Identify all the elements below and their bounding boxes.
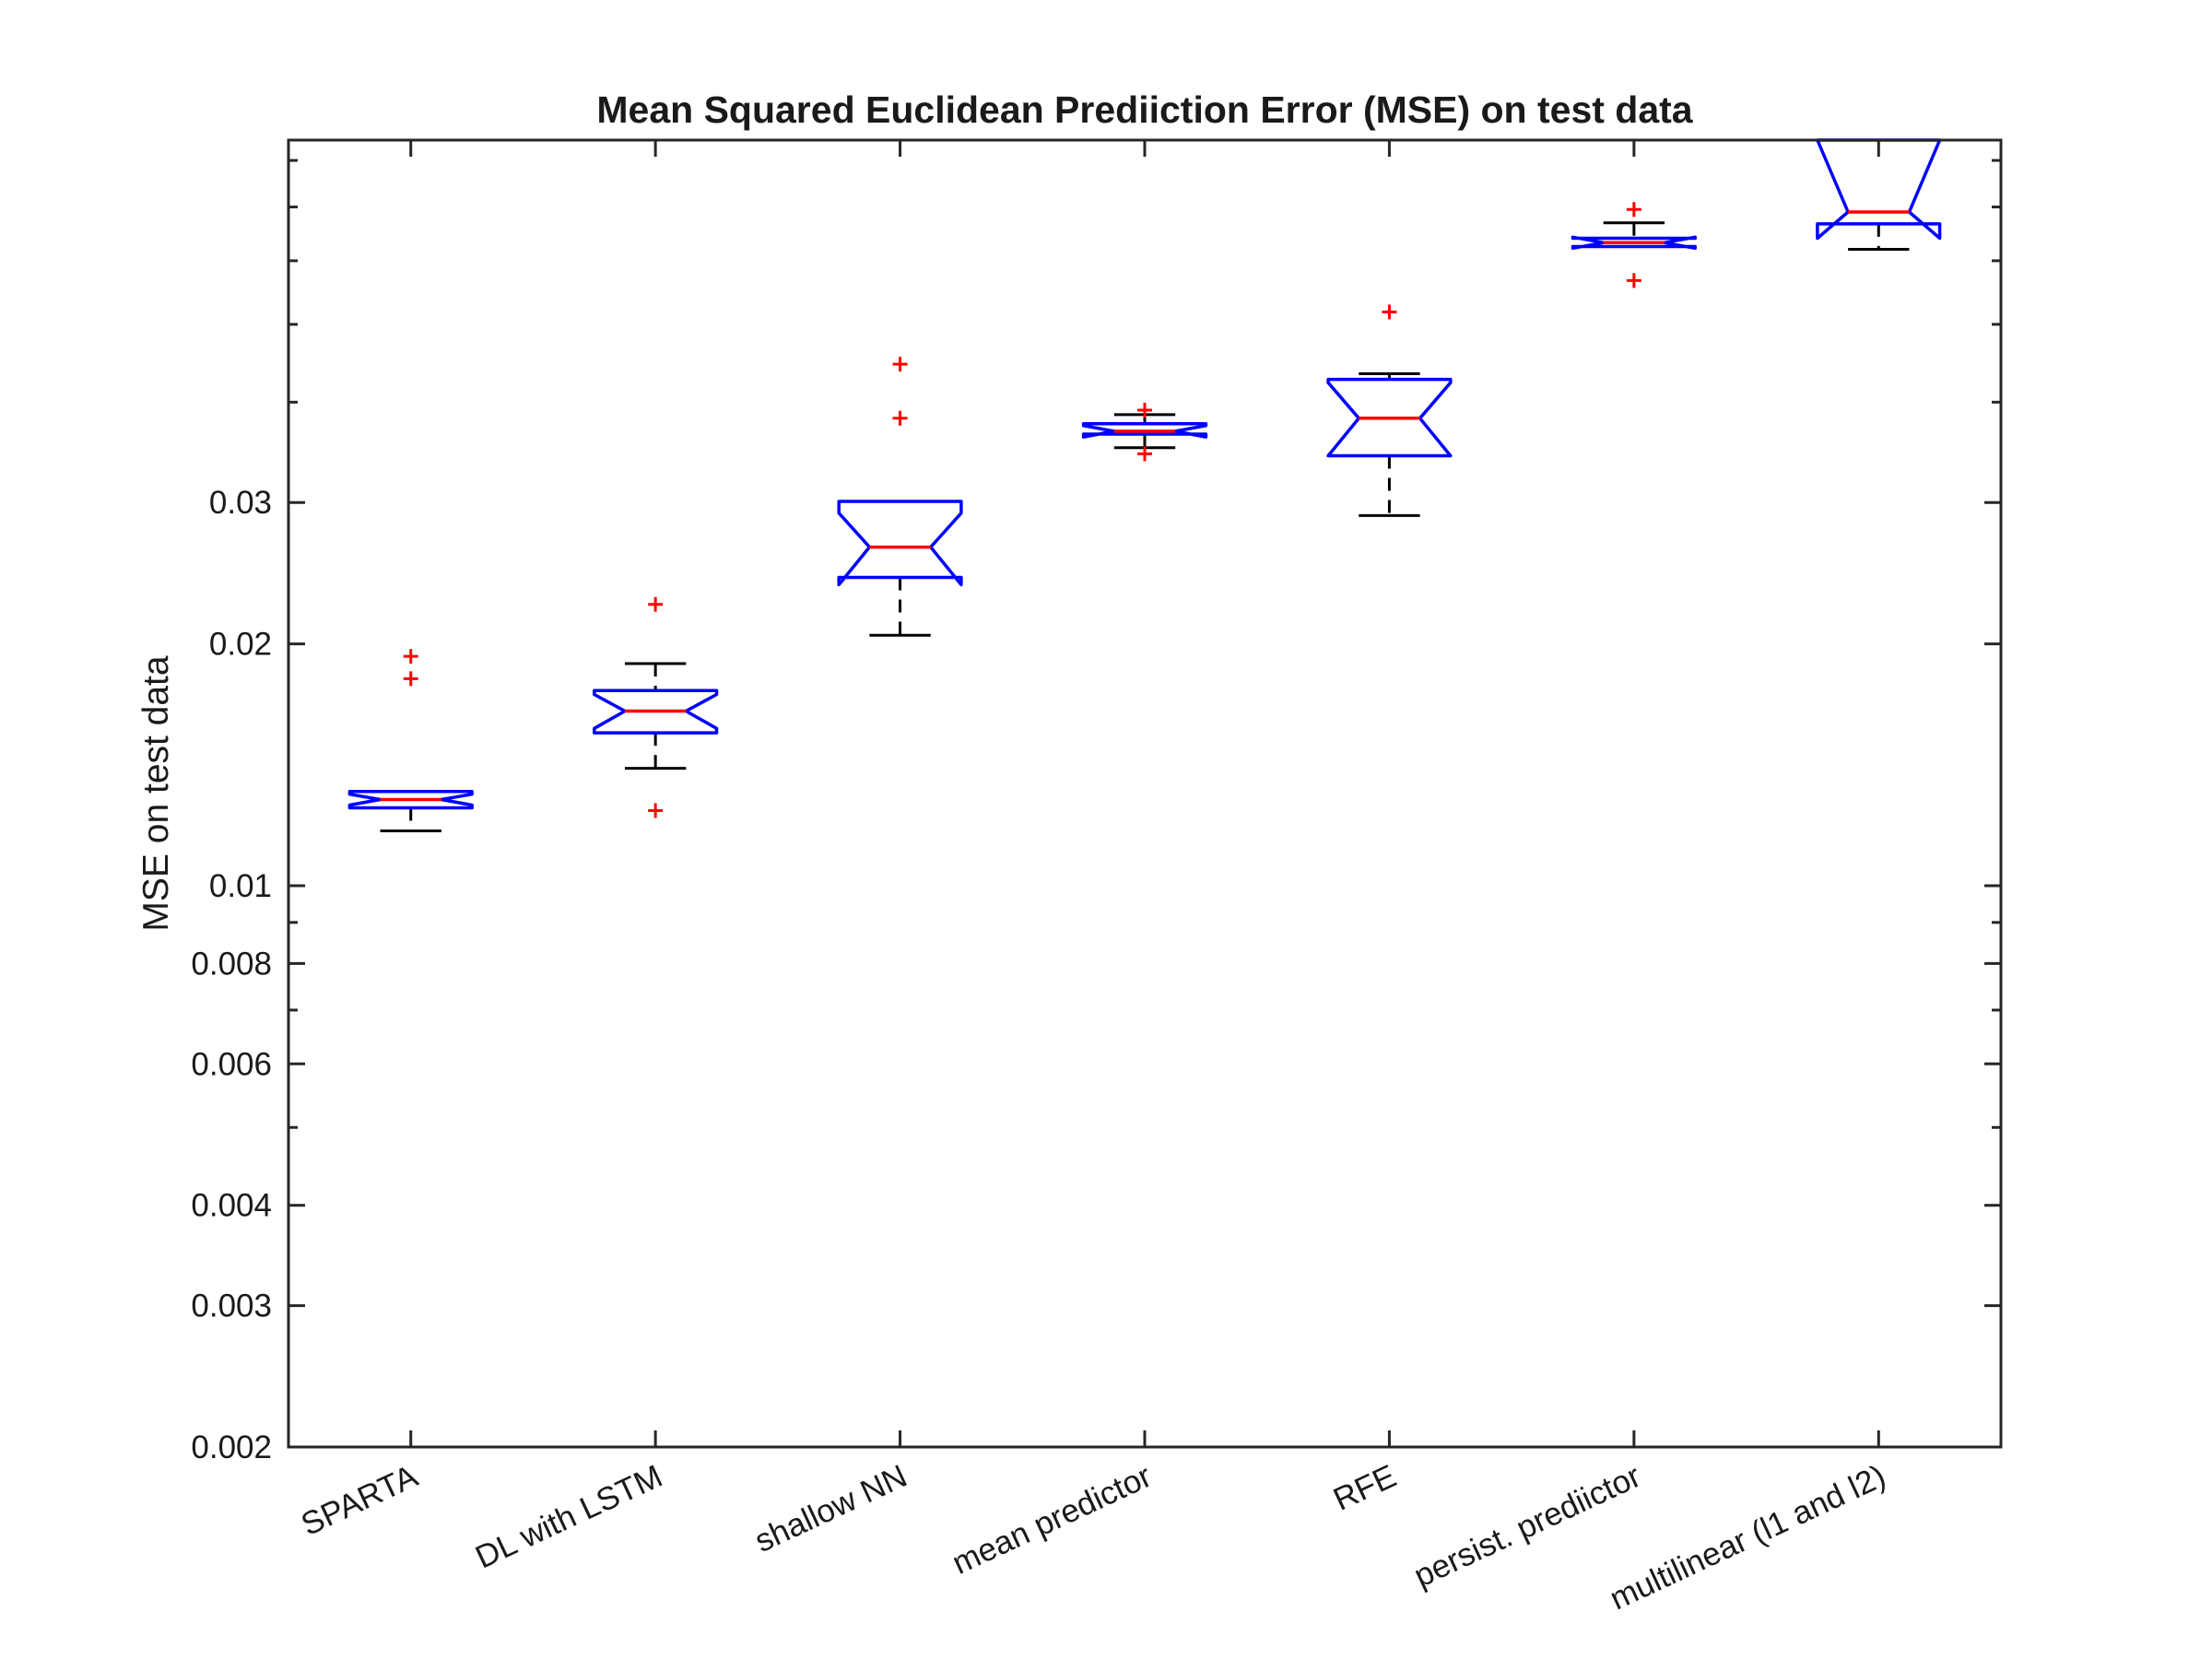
notched-box (1816, 138, 1942, 241)
notched-box (593, 688, 719, 735)
notched-box (347, 790, 474, 810)
x-tick-label: shallow NN (749, 1458, 912, 1559)
notched-box (837, 500, 963, 587)
x-tick-label: multilinear (l1 and l2) (1605, 1458, 1891, 1618)
y-tick-label: 0.006 (191, 1046, 272, 1082)
y-tick-label: 0.004 (191, 1188, 272, 1224)
outlier-point (403, 649, 418, 665)
outlier-point (648, 803, 664, 818)
box-group (837, 357, 963, 637)
y-axis-label: MSE on test data (136, 655, 176, 931)
y-axis: 0.002 0.003 0.004 0.006 0.008 0.01 0.02 0.03 (191, 159, 2001, 1465)
box-group (347, 649, 474, 833)
y-tick-label: 0.003 (191, 1288, 272, 1324)
notched-box (1326, 377, 1453, 458)
outlier-point (648, 596, 664, 612)
x-tick-label: SPARTA (296, 1458, 424, 1543)
outlier-point (892, 410, 908, 426)
outlier-point (1137, 402, 1152, 418)
notched-box (1571, 235, 1697, 251)
x-tick-label: persist. prediictor (1408, 1458, 1646, 1594)
outlier-point (1382, 304, 1397, 320)
box-group (593, 596, 719, 818)
chart-title: Mean Squared Euclidean Prediiction Error… (596, 88, 1693, 131)
x-tick-label: DL with LSTM (470, 1458, 667, 1576)
outlier-point (1137, 446, 1152, 462)
plot-marks (347, 138, 1942, 833)
x-tick-label: mean predictor (947, 1458, 1157, 1582)
outlier-point (1626, 202, 1641, 218)
box-group (1571, 202, 1697, 288)
axes-frame (287, 138, 2003, 1449)
notched-box (1081, 422, 1208, 439)
y-tick-label: 0.002 (191, 1430, 272, 1465)
x-axis: SPARTA DL with LSTM shallow NN mean predict… (296, 140, 1891, 1618)
outlier-point (892, 357, 908, 372)
y-tick-label: 0.01 (209, 868, 272, 904)
box-group (1326, 304, 1453, 517)
outlier-point (403, 671, 418, 687)
x-tick-label: RFE (1328, 1458, 1402, 1518)
y-tick-label: 0.02 (209, 627, 272, 663)
y-tick-label: 0.008 (191, 946, 272, 982)
y-tick-label: 0.03 (209, 485, 272, 521)
outlier-point (1626, 273, 1641, 288)
box-group (1081, 402, 1208, 462)
